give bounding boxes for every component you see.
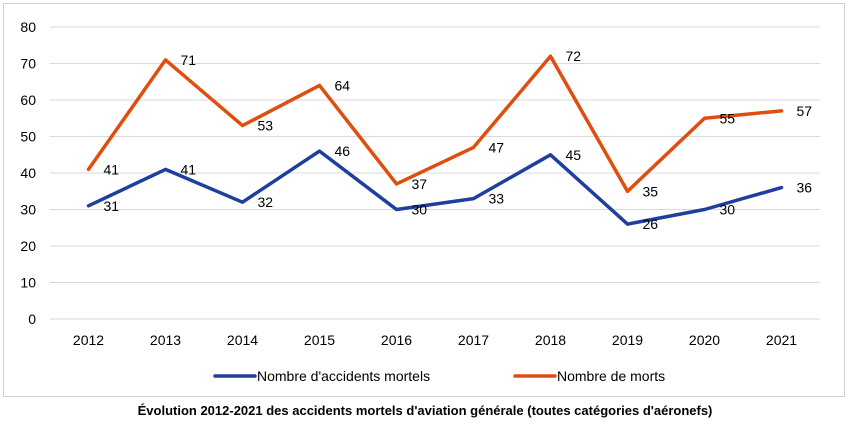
data-label: 41: [181, 161, 197, 177]
data-label: 71: [181, 52, 197, 68]
gridlines: [50, 26, 820, 320]
y-tick-label: 40: [20, 165, 36, 181]
chart-caption: Évolution 2012-2021 des accidents mortel…: [137, 403, 713, 418]
y-tick-label: 0: [28, 311, 36, 327]
series-lines: [86, 54, 784, 226]
x-tick-label: 2021: [766, 332, 797, 348]
y-tick-label: 70: [20, 56, 36, 72]
x-tick-label: 2020: [689, 332, 720, 348]
x-tick-label: 2013: [150, 332, 181, 348]
y-axis-ticks: 0 10 20 30 40 50 60 70 80: [20, 19, 36, 327]
data-labels: 31 41 32 46 30 33 45 26 30 36 41 71 53 64 37 47 72 35 55 57: [104, 48, 813, 232]
data-label: 26: [643, 216, 659, 232]
legend-label: Nombre de morts: [557, 368, 665, 384]
data-label: 32: [258, 194, 274, 210]
data-label: 46: [335, 143, 351, 159]
y-tick-label: 80: [20, 19, 36, 35]
data-label: 36: [797, 180, 813, 196]
x-tick-label: 2015: [304, 332, 335, 348]
data-label: 45: [566, 147, 582, 163]
data-label: 64: [335, 77, 351, 93]
data-label: 35: [643, 183, 659, 199]
data-label: 72: [566, 48, 582, 64]
data-label: 47: [489, 139, 505, 155]
data-label: 31: [104, 198, 120, 214]
x-tick-label: 2014: [227, 332, 258, 348]
series-line-0: [86, 149, 784, 226]
data-label: 30: [720, 202, 736, 218]
legend-label: Nombre d'accidents mortels: [257, 368, 430, 384]
x-tick-label: 2012: [73, 332, 104, 348]
data-label: 30: [412, 202, 428, 218]
data-label: 33: [489, 191, 505, 207]
x-tick-label: 2019: [612, 332, 643, 348]
x-tick-label: 2018: [535, 332, 566, 348]
data-label: 37: [412, 176, 428, 192]
y-tick-label: 60: [20, 92, 36, 108]
y-tick-label: 50: [20, 129, 36, 145]
y-tick-label: 20: [20, 238, 36, 254]
data-label: 55: [720, 110, 736, 126]
y-tick-label: 10: [20, 275, 36, 291]
x-tick-label: 2017: [458, 332, 489, 348]
series-line-1: [86, 54, 784, 194]
data-label: 53: [258, 118, 274, 134]
y-tick-label: 30: [20, 202, 36, 218]
x-axis-ticks: 2012 2013 2014 2015 2016 2017 2018 2019 2020 2021: [73, 332, 797, 348]
data-label: 57: [797, 103, 813, 119]
chart-frame: [3, 3, 845, 397]
x-tick-label: 2016: [381, 332, 412, 348]
data-label: 41: [104, 161, 120, 177]
legend: Nombre d'accidents mortels Nombre de mort…: [213, 368, 665, 384]
